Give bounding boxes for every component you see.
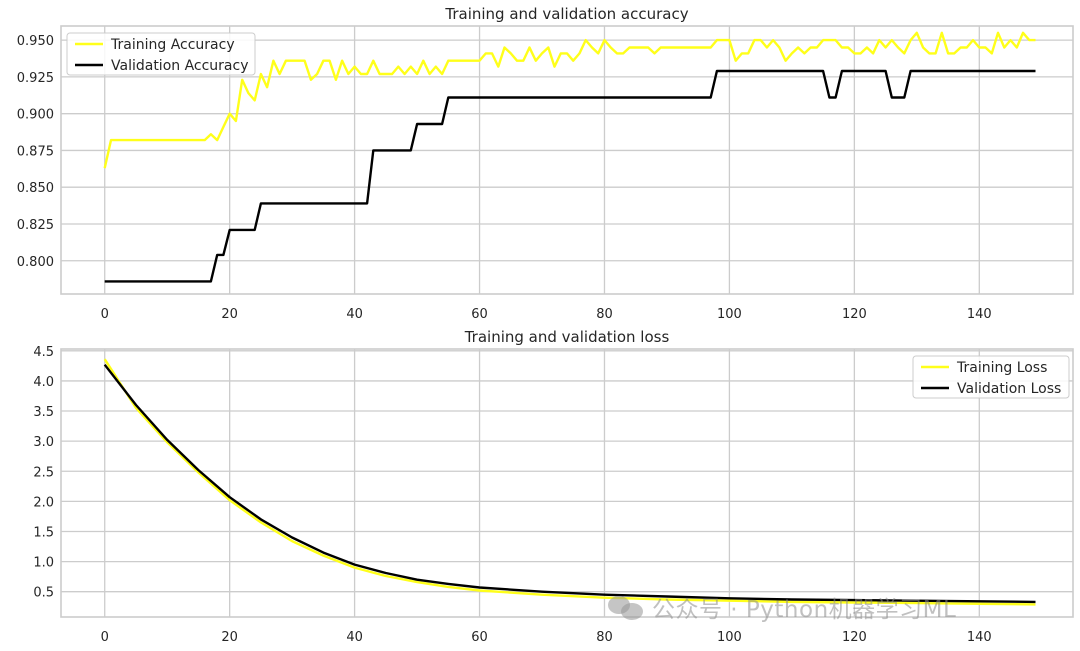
series-line-validation-loss [103,363,1036,604]
x-tick-label: 80 [596,307,613,322]
x-tick-label: 60 [471,307,488,322]
y-tick-label: 1.0 [33,556,54,571]
plot-frame [60,348,1074,618]
x-tick-label: 20 [221,630,238,645]
y-tick-label: 4.5 [33,345,54,360]
y-tick-label: 0.900 [17,108,54,123]
y-tick-label: 2.0 [33,495,54,510]
x-tick-label: 0 [101,630,109,645]
x-tick-label: 80 [596,630,613,645]
chart-title: Training and validation accuracy [444,5,688,23]
y-tick-label: 0.950 [17,34,54,49]
y-tick-label: 1.5 [33,525,54,540]
y-tick-label: 0.825 [17,218,54,233]
series-line-training-loss [103,358,1036,606]
series-line-training-accuracy [103,31,1036,169]
series-line-validation-accuracy [104,69,1036,283]
legend: Training Accuracy Validation Accuracy [66,32,256,76]
chart-title: Training and validation loss [464,328,670,346]
y-tick-label: 0.800 [17,255,54,270]
y-tick-label: 4.0 [33,375,54,390]
y-tick-label: 0.875 [17,144,54,159]
y-tick-label: 2.5 [33,465,54,480]
y-tick-label: 3.5 [33,405,54,420]
legend-label: Validation Loss [957,381,1061,397]
legend-box [66,32,256,76]
x-tick-label: 140 [967,307,992,322]
x-tick-label: 60 [471,630,488,645]
x-tick-label: 40 [346,630,363,645]
y-tick-label: 0.925 [17,71,54,86]
legend-label: Validation Accuracy [111,58,249,74]
x-tick-label: 0 [101,307,109,322]
chart-panel-1: 0 20 40 60 80 100 120 140 0.800 0.825 0.850 0.875 0.… [17,5,1074,322]
y-tick-label: 3.0 [33,435,54,450]
x-tick-label: 40 [346,307,363,322]
chart-panel-2: 0 20 40 60 80 100 120 140 0.5 1.0 1.5 2.0 2.5 3.0 3.5 4… [33,328,1074,645]
plot-frame [60,25,1074,295]
x-tick-label: 140 [967,630,992,645]
x-tick-label: 100 [717,307,742,322]
x-tick-label: 120 [842,307,867,322]
watermark-text: 公众号 · Python机器学习ML [652,597,957,623]
legend-label: Training Loss [956,360,1047,376]
watermark: 公众号 · Python机器学习ML [608,590,956,624]
legend-label: Training Accuracy [110,37,235,53]
x-tick-label: 120 [842,630,867,645]
legend-box [912,355,1070,399]
y-tick-label: 0.850 [17,181,54,196]
x-tick-label: 20 [221,307,238,322]
legend: Training Loss Validation Loss [912,355,1070,399]
x-tick-label: 100 [717,630,742,645]
wechat-icon [608,594,644,620]
y-tick-label: 0.5 [33,586,54,601]
